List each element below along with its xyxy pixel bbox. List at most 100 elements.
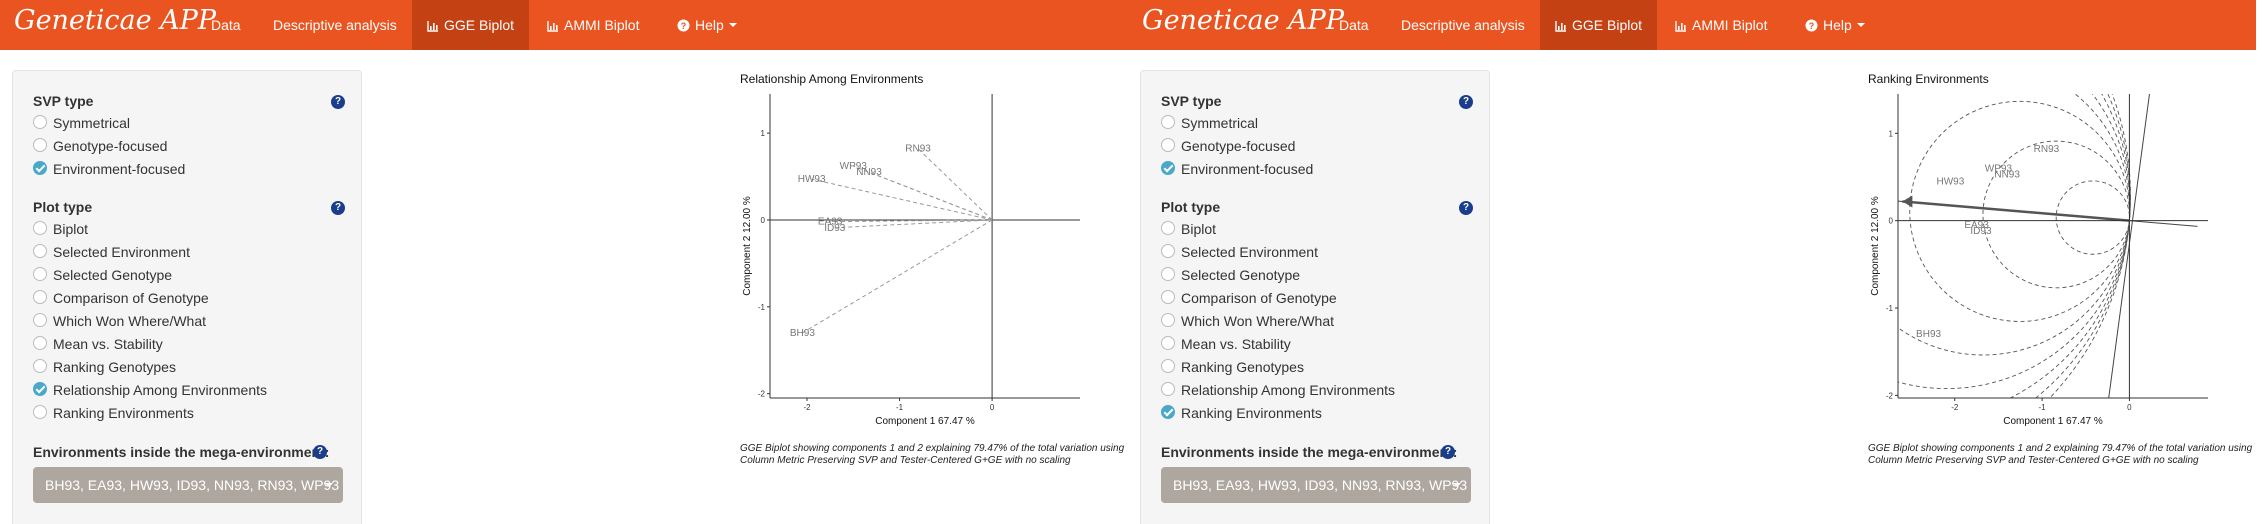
point-label: HW93 — [798, 174, 826, 185]
point-label: WP93 — [840, 161, 868, 172]
radio-button[interactable] — [1161, 382, 1175, 396]
radio-button[interactable] — [33, 244, 47, 258]
mega-environment-label: Environments inside the mega-environment… — [33, 444, 330, 460]
mega-environment-label: Environments inside the mega-environment… — [1161, 444, 1458, 460]
app-window-left: Geneticae APP Data Descriptive analysis … — [0, 0, 1128, 524]
option-label: Ranking Environments — [1181, 405, 1322, 421]
radio-button[interactable] — [33, 138, 47, 152]
help-icon[interactable]: ? — [313, 445, 327, 459]
radio-button-checked[interactable] — [33, 161, 47, 175]
radio-button[interactable] — [1161, 336, 1175, 350]
radio-button[interactable] — [1161, 267, 1175, 281]
option-label: Genotype-focused — [1181, 138, 1296, 154]
option-label: Mean vs. Stability — [1181, 336, 1291, 352]
environment-vector — [868, 171, 993, 221]
radio-button[interactable] — [1161, 115, 1175, 129]
nav-data-label: Data — [1339, 17, 1369, 33]
nav-descriptive-analysis[interactable]: Descriptive analysis — [258, 0, 412, 50]
point-label: EA93 — [818, 217, 843, 228]
environment-vector — [802, 219, 993, 334]
y-tick-label: -1 — [1886, 304, 1894, 313]
gge-biplot-chart: Relationship Among Environments RN93 WP93… — [740, 70, 1128, 475]
point-label: BH93 — [790, 328, 815, 339]
option-label: Symmetrical — [1181, 115, 1259, 131]
radio-button[interactable] — [33, 336, 47, 350]
nav-ammi-label: AMMI Biplot — [564, 17, 640, 33]
help-icon[interactable]: ? — [1459, 201, 1473, 215]
brand-logo[interactable]: Geneticae APP — [14, 5, 217, 36]
radio-button[interactable] — [33, 405, 47, 419]
point-label: NN93 — [1994, 169, 2020, 180]
bar-chart-icon — [1675, 21, 1686, 32]
option-label: Which Won Where/What — [53, 313, 207, 329]
nav-data[interactable]: Data — [196, 0, 256, 50]
mega-environment-select[interactable]: BH93, EA93, HW93, ID93, NN93, RN93, WP93 — [33, 467, 343, 503]
nav-ammi-biplot[interactable]: AMMI Biplot — [1660, 0, 1782, 50]
option-label: Symmetrical — [53, 115, 131, 131]
point-label: EA93 — [1964, 220, 1989, 231]
average-environment-ordinate — [2108, 94, 2150, 398]
point-label: RN93 — [2034, 144, 2060, 155]
radio-button[interactable] — [33, 221, 47, 235]
average-environment-arrow — [1902, 200, 2130, 222]
nav-ammi-label: AMMI Biplot — [1692, 17, 1768, 33]
radio-button[interactable] — [33, 290, 47, 304]
option-label: Environment-focused — [1181, 161, 1314, 177]
radio-button[interactable] — [33, 313, 47, 327]
radio-button[interactable] — [33, 115, 47, 129]
nav-help-dropdown[interactable]: ? Help — [1790, 0, 1880, 50]
radio-button-checked[interactable] — [33, 382, 47, 396]
help-icon[interactable]: ? — [1459, 95, 1473, 109]
select-value: BH93, EA93, HW93, ID93, NN93, RN93, WP93 — [45, 477, 340, 493]
point-label: NN93 — [856, 167, 882, 178]
nav-data[interactable]: Data — [1324, 0, 1384, 50]
environment-vector — [811, 178, 993, 221]
x-tick-label: 0 — [990, 403, 995, 412]
help-icon[interactable]: ? — [331, 201, 345, 215]
mega-environment-select[interactable]: BH93, EA93, HW93, ID93, NN93, RN93, WP93 — [1161, 467, 1471, 503]
nav-data-label: Data — [211, 17, 241, 33]
x-tick-label: -1 — [2039, 403, 2047, 412]
help-icon[interactable]: ? — [331, 95, 345, 109]
radio-button[interactable] — [33, 267, 47, 281]
bar-chart-icon — [1555, 21, 1566, 32]
environment-vector — [834, 219, 993, 229]
x-tick-label: -2 — [1951, 403, 1959, 412]
gge-biplot-chart: Ranking Environments RN93 WP93 NN93 HW93 EA9… — [1868, 70, 2256, 475]
help-icon[interactable]: ? — [1441, 445, 1455, 459]
nav-gge-label: GGE Biplot — [1572, 17, 1643, 33]
nav-help-label: Help — [695, 17, 724, 33]
radio-button-checked[interactable] — [1161, 161, 1175, 175]
radio-button[interactable] — [1161, 244, 1175, 258]
option-label: Relationship Among Environments — [1181, 382, 1396, 398]
nav-help-dropdown[interactable]: ? Help — [662, 0, 752, 50]
radio-button-checked[interactable] — [1161, 405, 1175, 419]
sidebar-panel: SVP type ? Symmetrical Genotype-focused … — [12, 70, 362, 524]
svg-text:?: ? — [1809, 21, 1815, 31]
point-label: BH93 — [1916, 329, 1941, 340]
nav-gge-biplot[interactable]: GGE Biplot — [1540, 0, 1658, 50]
option-label: Biplot — [1181, 221, 1217, 237]
point-label: ID93 — [824, 223, 846, 234]
y-axis-label: Component 2 12.00 % — [1870, 196, 1881, 296]
brand-logo[interactable]: Geneticae APP — [1142, 5, 1345, 36]
radio-button[interactable] — [33, 359, 47, 373]
radio-button[interactable] — [1161, 290, 1175, 304]
nav-descriptive-label: Descriptive analysis — [1401, 17, 1525, 33]
svp-type-label: SVP type — [33, 93, 94, 109]
concentric-circle — [2009, 94, 2131, 398]
radio-button[interactable] — [1161, 359, 1175, 373]
radio-button[interactable] — [1161, 221, 1175, 235]
nav-descriptive-analysis[interactable]: Descriptive analysis — [1386, 0, 1540, 50]
nav-ammi-biplot[interactable]: AMMI Biplot — [532, 0, 654, 50]
option-label: Genotype-focused — [53, 138, 168, 154]
nav-help-label: Help — [1823, 17, 1852, 33]
chart-caption: GGE Biplot showing components 1 and 2 ex… — [740, 443, 1125, 466]
nav-gge-biplot[interactable]: GGE Biplot — [412, 0, 530, 50]
radio-button[interactable] — [1161, 138, 1175, 152]
radio-button[interactable] — [1161, 313, 1175, 327]
chevron-down-icon — [325, 483, 333, 487]
